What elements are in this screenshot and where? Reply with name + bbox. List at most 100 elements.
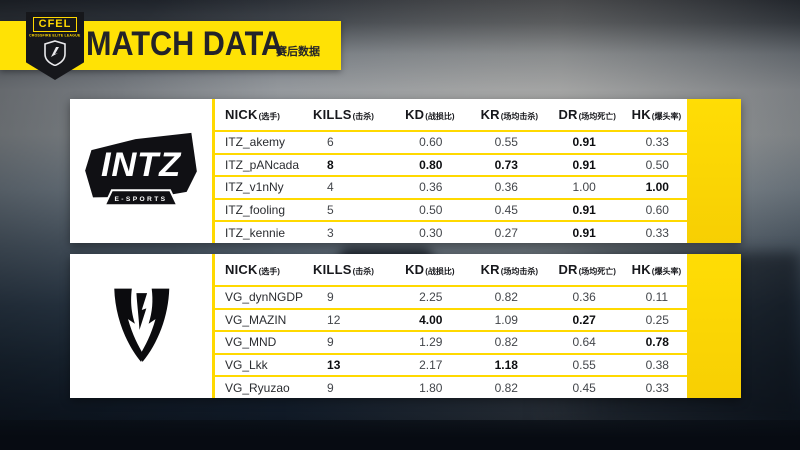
- table-header-row: NICK(选手) KILLS(击杀) KD(战损比) KR(场均击杀) DR(场均死亡)…: [215, 99, 687, 132]
- stat-value: 0.36: [494, 180, 518, 195]
- stat-value: 0.25: [645, 312, 669, 327]
- page-title: MATCH DATA: [86, 24, 284, 63]
- player-nick: VG_Ryuzao: [225, 380, 290, 395]
- column-header-kd: KD(战损比): [405, 261, 455, 277]
- stat-value: 1.00: [572, 180, 596, 195]
- stat-value: 0.91: [572, 225, 596, 240]
- stat-value: 0.60: [419, 135, 443, 150]
- stat-value: 0.27: [572, 312, 596, 327]
- vg-logo-icon: [114, 288, 170, 362]
- column-header-kr: KR(场均击杀): [480, 106, 539, 122]
- stat-value: 1.09: [494, 312, 518, 327]
- player-nick: VG_MAZIN: [225, 312, 287, 327]
- table-row: ITZ_v1nNy 4 0.36 0.36 1.00 1.00: [215, 177, 687, 200]
- stat-value: 1.80: [419, 380, 443, 395]
- stat-value: 2.17: [419, 358, 443, 373]
- intz-logo-text: INTZ: [101, 146, 182, 184]
- player-nick: VG_MND: [225, 335, 277, 350]
- stat-value: 0.82: [494, 335, 518, 350]
- page-subtitle: 赛后数据: [276, 46, 320, 58]
- player-nick: ITZ_fooling: [225, 203, 286, 218]
- stats-table: NICK(选手) KILLS(击杀) KD(战损比) KR(场均击杀) DR(场均死亡)…: [215, 99, 687, 243]
- stat-value: 9: [327, 290, 334, 305]
- bottom-dark-band: [0, 420, 800, 450]
- stat-value: 9: [327, 335, 334, 350]
- stat-value: 0.80: [419, 157, 443, 172]
- stat-value: 0.50: [645, 157, 669, 172]
- stat-value: 0.36: [572, 290, 596, 305]
- stat-value: 1.18: [494, 358, 518, 373]
- stats-table: NICK(选手) KILLS(击杀) KD(战损比) KR(场均击杀) DR(场均死亡)…: [215, 254, 687, 398]
- player-nick: ITZ_akemy: [225, 135, 286, 150]
- table-body: VG_dynNGDP 9 2.25 0.82 0.36 0.11 VG_MAZIN 12 4.0…: [215, 287, 687, 398]
- stat-value: 1.00: [645, 180, 669, 195]
- team-logo-cell: INTZ E-SPORTS: [70, 99, 215, 243]
- intz-logo-icon: INTZ E-SPORTS: [85, 132, 197, 207]
- side-accent-bar: [687, 254, 741, 398]
- stat-value: 0.45: [494, 203, 518, 218]
- table-row: VG_MND 9 1.29 0.82 0.64 0.78: [215, 332, 687, 355]
- table-row: ITZ_akemy 6 0.60 0.55 0.91 0.33: [215, 132, 687, 155]
- table-header-row: NICK(选手) KILLS(击杀) KD(战损比) KR(场均击杀) DR(场均死亡)…: [215, 254, 687, 287]
- column-header-dr: DR(场均死亡): [558, 261, 616, 277]
- stat-value: 0.82: [494, 290, 518, 305]
- stat-value: 1.29: [419, 335, 443, 350]
- table-row: ITZ_kennie 3 0.30 0.27 0.91 0.33: [215, 222, 687, 243]
- column-header-dr: DR(场均死亡): [558, 106, 616, 122]
- stat-value: 4.00: [419, 312, 443, 327]
- stat-value: 0.27: [494, 225, 518, 240]
- player-nick: VG_dynNGDP: [225, 290, 304, 305]
- stat-value: 4: [327, 180, 334, 195]
- side-accent-bar: [687, 99, 741, 243]
- stat-value: 0.30: [419, 225, 443, 240]
- player-nick: ITZ_pANcada: [225, 157, 300, 172]
- table-row: VG_dynNGDP 9 2.25 0.82 0.36 0.11: [215, 287, 687, 310]
- stat-value: 0.82: [494, 380, 518, 395]
- stat-value: 6: [327, 135, 334, 150]
- cfel-badge-name: CFEL: [32, 17, 78, 32]
- table-row: ITZ_fooling 5 0.50 0.45 0.91 0.60: [215, 200, 687, 223]
- stat-value: 0.45: [572, 380, 596, 395]
- stat-value: 0.38: [645, 358, 669, 373]
- stat-value: 0.73: [494, 157, 518, 172]
- stat-value: 5: [327, 203, 334, 218]
- stat-value: 13: [327, 358, 341, 373]
- table-row: VG_MAZIN 12 4.00 1.09 0.27 0.25: [215, 310, 687, 333]
- table-row: ITZ_pANcada 8 0.80 0.73 0.91 0.50: [215, 155, 687, 178]
- stat-value: 8: [327, 157, 334, 172]
- stat-value: 0.11: [645, 290, 669, 305]
- column-header-kr: KR(场均击杀): [480, 261, 539, 277]
- column-header-nick: NICK(选手): [225, 106, 280, 122]
- stat-value: 0.55: [572, 358, 596, 373]
- team-logo-cell: [70, 254, 215, 398]
- stat-value: 12: [327, 312, 341, 327]
- cfel-badge: CFEL CROSSFIRE ELITE LEAGUE: [26, 12, 84, 80]
- cfel-league-text: CROSSFIRE ELITE LEAGUE: [29, 33, 81, 39]
- stat-value: 0.91: [572, 135, 596, 150]
- stat-value: 0.50: [419, 203, 443, 218]
- team-card-vg: NICK(选手) KILLS(击杀) KD(战损比) KR(场均击杀) DR(场均死亡)…: [70, 254, 741, 398]
- player-nick: ITZ_kennie: [225, 225, 286, 240]
- intz-logo-subtext: E-SPORTS: [115, 196, 168, 203]
- stat-value: 0.33: [645, 135, 669, 150]
- stat-value: 3: [327, 225, 334, 240]
- stat-value: 0.64: [572, 335, 596, 350]
- stat-value: 0.91: [572, 157, 596, 172]
- column-header-hk: HK(爆头率): [631, 106, 682, 122]
- stat-value: 0.36: [419, 180, 443, 195]
- stat-value: 0.55: [494, 135, 518, 150]
- stat-value: 2.25: [419, 290, 443, 305]
- team-card-intz: INTZ E-SPORTS NICK(选手) KILLS(击杀) KD(战损比) KR…: [70, 99, 741, 243]
- table-row: VG_Lkk 13 2.17 1.18 0.55 0.38: [215, 355, 687, 378]
- table-body: ITZ_akemy 6 0.60 0.55 0.91 0.33 ITZ_pANcada 8 0.…: [215, 132, 687, 243]
- stat-value: 0.33: [645, 225, 669, 240]
- match-data-banner: CFEL CROSSFIRE ELITE LEAGUE MATCH DATA 赛…: [0, 12, 341, 80]
- column-header-hk: HK(爆头率): [631, 261, 682, 277]
- column-header-kd: KD(战损比): [405, 106, 455, 122]
- column-header-nick: NICK(选手): [225, 261, 280, 277]
- stat-value: 0.60: [645, 203, 669, 218]
- stat-value: 0.33: [645, 380, 669, 395]
- column-header-kills: KILLS(击杀): [313, 106, 374, 122]
- table-row: VG_Ryuzao 9 1.80 0.82 0.45 0.33: [215, 377, 687, 398]
